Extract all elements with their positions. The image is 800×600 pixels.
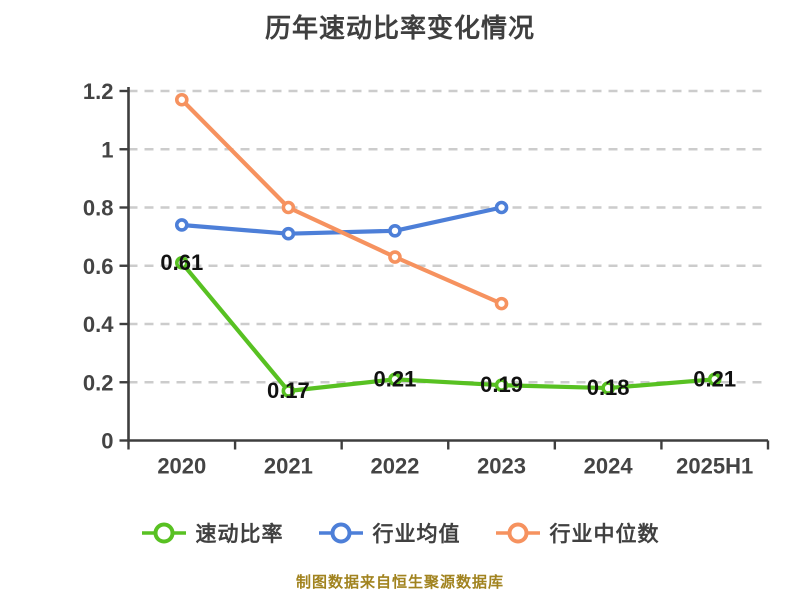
svg-text:0.6: 0.6 <box>83 254 114 279</box>
svg-text:2024: 2024 <box>584 454 634 479</box>
svg-text:0.21: 0.21 <box>693 366 736 391</box>
svg-text:0: 0 <box>101 429 113 454</box>
svg-text:0.21: 0.21 <box>374 366 417 391</box>
svg-text:0.61: 0.61 <box>160 250 203 275</box>
svg-text:2022: 2022 <box>370 454 419 479</box>
svg-text:0.4: 0.4 <box>83 312 114 337</box>
svg-text:1.2: 1.2 <box>83 79 114 104</box>
svg-text:2023: 2023 <box>477 454 526 479</box>
svg-text:0.8: 0.8 <box>83 196 114 221</box>
legend-label-industry-average: 行业均值 <box>372 523 461 546</box>
chart-plot-area: 0 0.2 0.4 0.6 0.8 1 1.2 2020 2021 2022 2023 2024 202… <box>83 79 770 479</box>
svg-text:1: 1 <box>101 137 113 162</box>
svg-text:2025H1: 2025H1 <box>676 454 753 479</box>
line-marker-icon <box>495 522 540 544</box>
svg-text:0.19: 0.19 <box>480 372 523 397</box>
svg-text:0.2: 0.2 <box>83 370 114 395</box>
svg-text:0.17: 0.17 <box>267 378 310 403</box>
legend-item-industry-average[interactable]: 行业均值 <box>318 518 461 548</box>
svg-text:0.18: 0.18 <box>587 375 630 400</box>
legend-label-industry-median: 行业中位数 <box>549 523 660 546</box>
line-marker-icon <box>318 522 363 544</box>
svg-text:2020: 2020 <box>157 454 206 479</box>
legend-item-industry-median[interactable]: 行业中位数 <box>495 518 660 548</box>
line-marker-icon <box>141 522 186 544</box>
legend-item-quick-ratio[interactable]: 速动比率 <box>141 518 284 548</box>
data-source-note: 制图数据来自恒生聚源数据库 <box>295 574 504 591</box>
chart-title: 历年速动比率变化情况 <box>264 13 535 43</box>
svg-text:2021: 2021 <box>264 454 313 479</box>
legend-label-quick-ratio: 速动比率 <box>195 523 284 546</box>
legend: 速动比率 行业均值 行业中位数 <box>0 518 800 548</box>
